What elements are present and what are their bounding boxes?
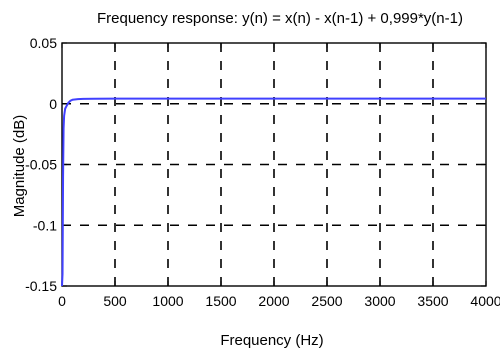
y-tick-label: -0.15 — [25, 278, 57, 294]
x-tick-label: 4000 — [470, 293, 500, 309]
x-tick-label: 1500 — [205, 293, 236, 309]
x-tick-label: 0 — [58, 293, 66, 309]
chart-title: Frequency response: y(n) = x(n) - x(n-1)… — [97, 10, 463, 27]
grid-lines — [62, 43, 486, 286]
y-tick-labels: -0.15 -0.1 -0.05 0 0.05 — [25, 35, 57, 294]
series-line — [61, 97, 486, 287]
x-tick-label: 2000 — [258, 293, 289, 309]
x-tick-label: 3500 — [417, 293, 448, 309]
y-tick-label: 0 — [49, 96, 57, 112]
y-tick-label: -0.1 — [33, 217, 57, 233]
axis-ticks — [61, 42, 487, 287]
x-tick-label: 3000 — [364, 293, 395, 309]
x-tick-label: 1000 — [152, 293, 183, 309]
y-tick-label: -0.05 — [25, 157, 57, 173]
x-tick-label: 2500 — [311, 293, 342, 309]
y-axis-label: Magnitude (dB) — [11, 115, 28, 218]
y-tick-label: 0.05 — [30, 35, 57, 51]
x-axis-label: Frequency (Hz) — [220, 332, 323, 349]
x-tick-label: 500 — [103, 293, 127, 309]
x-tick-labels: 0 500 1000 1500 2000 2500 3000 3500 4000 — [58, 293, 500, 309]
